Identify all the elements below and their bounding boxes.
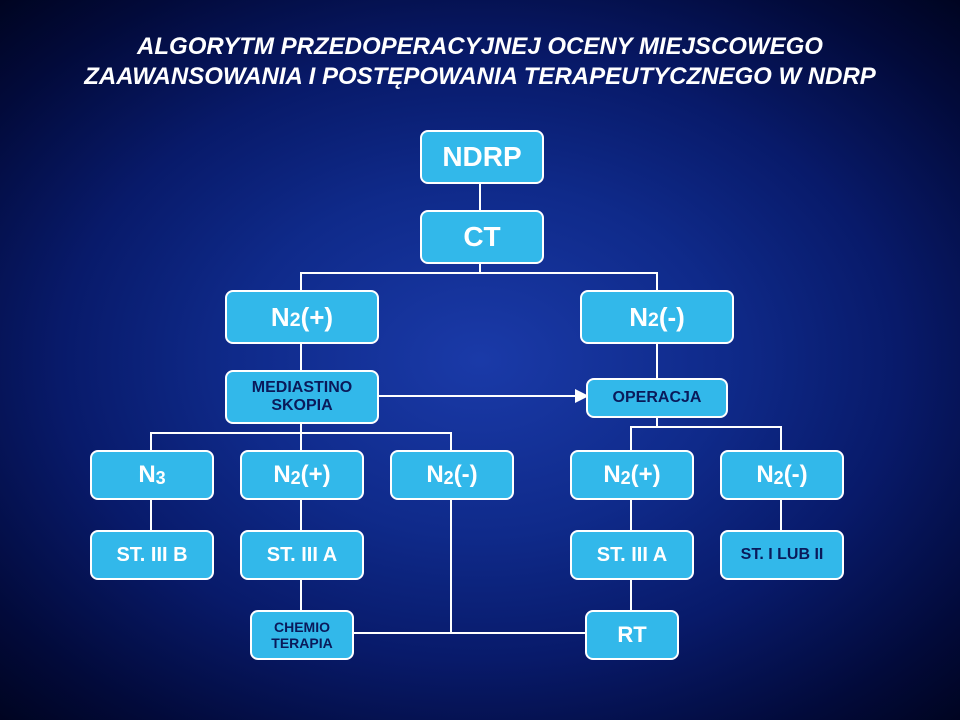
node-medi: MEDIASTINO SKOPIA <box>225 370 379 424</box>
node-st12: ST. I LUB II <box>720 530 844 580</box>
node-oper: OPERACJA <box>586 378 728 418</box>
node-n2p_br: N2 (+) <box>570 450 694 500</box>
node-ndrp: NDRP <box>420 130 544 184</box>
node-n2p_l: N2 (+) <box>225 290 379 344</box>
node-n2m_br: N2 (-) <box>720 450 844 500</box>
diagram-stage: ALGORYTM PRZEDOPERACYJNEJ OCENY MIEJSCOW… <box>0 0 960 720</box>
node-ct: CT <box>420 210 544 264</box>
node-st3b: ST. III B <box>90 530 214 580</box>
node-n2m_b: N2 (-) <box>390 450 514 500</box>
nodes-layer: NDRPCTN2 (+)N2 (-)MEDIASTINO SKOPIAOPERA… <box>0 0 960 720</box>
node-n2m_r: N2 (-) <box>580 290 734 344</box>
node-chemo: CHEMIO TERAPIA <box>250 610 354 660</box>
node-n2p_b: N2 (+) <box>240 450 364 500</box>
node-st3a_l: ST. III A <box>240 530 364 580</box>
node-rt: RT <box>585 610 679 660</box>
node-st3a_r: ST. III A <box>570 530 694 580</box>
node-n3: N3 <box>90 450 214 500</box>
